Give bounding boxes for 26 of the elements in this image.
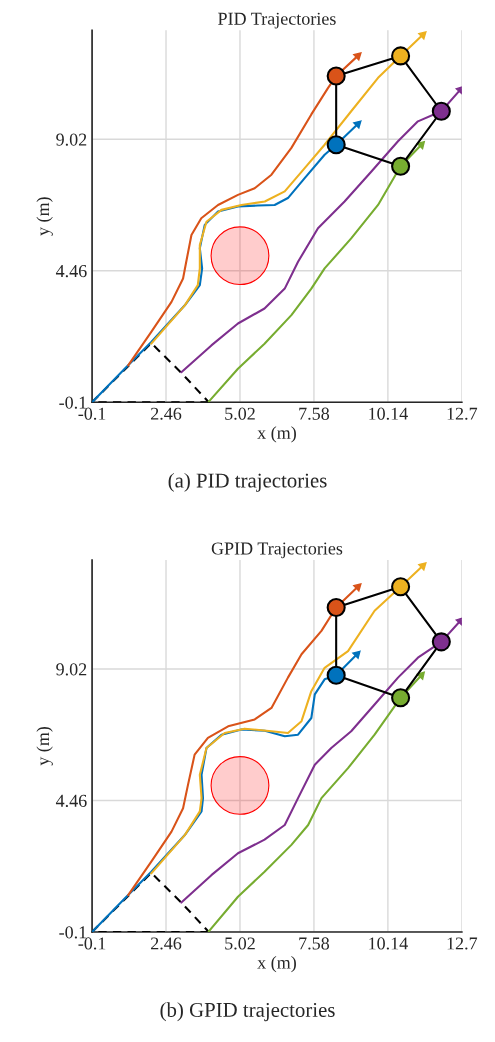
y-tick-label: 4.46 <box>55 265 87 278</box>
x-axis-title: x (m) <box>257 955 296 973</box>
y-tick-label: -0.1 <box>59 396 87 409</box>
y-tick-label: 9.02 <box>56 133 87 146</box>
chart-title: PID Trajectories <box>218 12 336 29</box>
x-tick-label: 10.14 <box>369 407 408 420</box>
y-axis-title: y (m) <box>36 197 53 236</box>
x-tick-label: 10.14 <box>369 937 408 950</box>
x-tick-label: 5.02 <box>225 407 255 420</box>
x-tick-label: 7.58 <box>299 407 330 420</box>
x-tick-label: 12.7 <box>447 407 478 420</box>
x-axis-title: x (m) <box>257 426 296 443</box>
text: (a) PID trajectories <box>168 472 327 492</box>
y-tick-label: 9.02 <box>56 663 87 676</box>
y-tick-label: 4.46 <box>55 794 87 807</box>
text: (b) GPID trajectories <box>160 1002 335 1022</box>
x-tick-label: 2.46 <box>151 407 182 420</box>
x-tick-label: -0.1 <box>78 407 106 420</box>
chart-title: GPID Trajectories <box>211 542 343 559</box>
y-tick-label: -0.1 <box>59 926 87 939</box>
x-tick-label: 5.02 <box>225 937 255 950</box>
x-tick-label: -0.1 <box>78 937 106 950</box>
y-axis-title: y (m) <box>36 726 53 766</box>
x-tick-label: 12.7 <box>447 937 478 950</box>
x-tick-label: 7.58 <box>299 937 330 950</box>
x-tick-label: 2.46 <box>151 937 182 950</box>
